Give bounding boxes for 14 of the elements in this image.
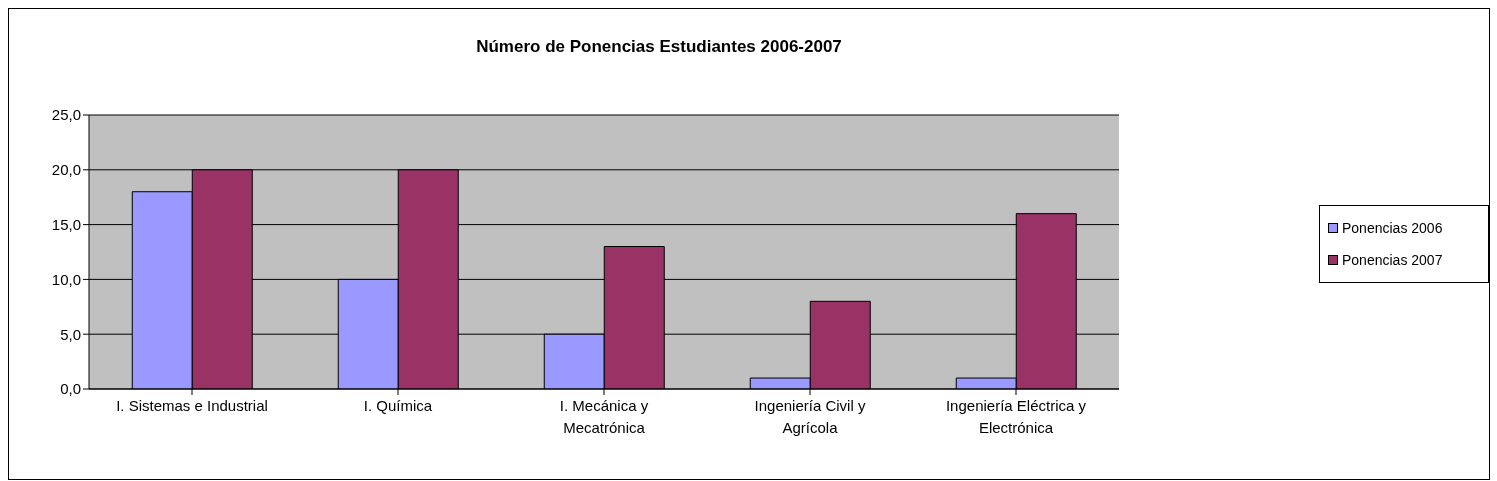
x-tick-label: Ingeniería Civil y Agrícola xyxy=(754,397,866,436)
y-tick-label: 20,0 xyxy=(51,161,81,179)
chart-title: Número de Ponencias Estudiantes 2006-2007 xyxy=(475,37,843,57)
x-tick-label: I. Mecánica y Mecatrónica xyxy=(559,397,649,436)
y-tick-label: 10,0 xyxy=(51,270,81,288)
x-tick-label: Ingeniería Eléctrica y Electrónica xyxy=(945,397,1087,436)
y-tick-label: 25,0 xyxy=(51,106,81,124)
x-tick-label: I. Química xyxy=(363,397,433,414)
x-tick-label: I. Sistemas e Industrial xyxy=(116,397,268,414)
y-tick-label: 15,0 xyxy=(51,215,81,233)
legend-label: Ponencias 2006 xyxy=(1342,220,1443,236)
y-tick-label: 0,0 xyxy=(60,380,81,398)
legend-label: Ponencias 2007 xyxy=(1342,252,1443,268)
y-tick-label: 5,0 xyxy=(60,325,81,343)
